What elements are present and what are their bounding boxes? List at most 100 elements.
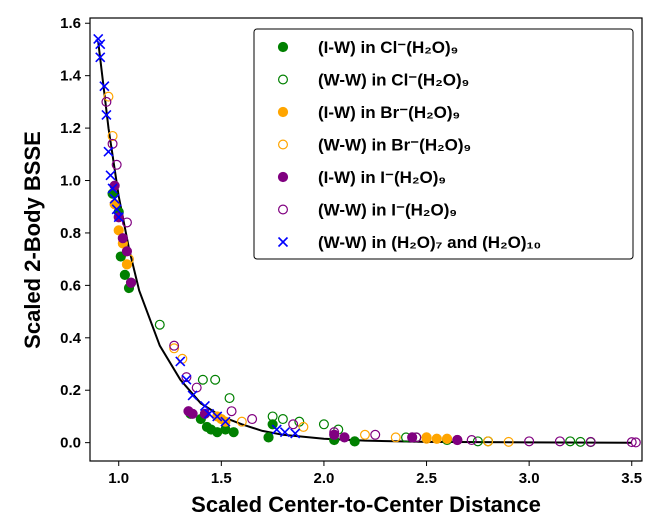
- legend-label: (W-W) in Cl⁻(H₂O)₉: [318, 71, 469, 90]
- data-point: [111, 159, 122, 170]
- data-point: [263, 432, 274, 443]
- legend-marker: [277, 171, 289, 183]
- data-point: [431, 433, 442, 444]
- data-point: [630, 437, 641, 448]
- data-point: [466, 435, 477, 446]
- data-point: [203, 408, 215, 419]
- data-point: [181, 374, 192, 385]
- data-point: [113, 225, 124, 236]
- data-point: [95, 52, 106, 63]
- data-point: [109, 193, 120, 204]
- data-point: [524, 436, 535, 447]
- data-point: [197, 374, 208, 385]
- y-tick-label: 0.0: [60, 435, 81, 452]
- data-point: [125, 277, 137, 288]
- y-tick-label: 0.4: [60, 330, 82, 347]
- y-tick-label: 1.4: [60, 68, 82, 85]
- data-point: [279, 427, 291, 438]
- data-point: [119, 269, 130, 280]
- legend-marker: [278, 204, 289, 215]
- data-point: [226, 406, 237, 417]
- data-point: [288, 419, 299, 430]
- legend-label: (I-W) in Cl⁻(H₂O)₉: [318, 38, 458, 57]
- legend-marker: [277, 236, 289, 248]
- data-point: [575, 436, 586, 447]
- y-tick-label: 1.0: [60, 173, 81, 190]
- plot-frame: [89, 17, 643, 462]
- data-point: [220, 416, 231, 427]
- y-tick-label: 0.2: [60, 382, 81, 399]
- data-point: [107, 183, 118, 194]
- data-point: [121, 217, 132, 228]
- legend-label: (I-W) in Br⁻(H₂O)₉: [318, 103, 460, 122]
- data-point: [441, 433, 453, 444]
- legend-label: (I-W) in I⁻(H₂O)₉: [318, 168, 446, 187]
- data-point: [329, 429, 340, 440]
- data-point: [565, 436, 576, 447]
- x-tick-label: 3.0: [519, 470, 540, 487]
- data-point: [452, 434, 463, 446]
- data-point: [236, 416, 247, 427]
- legend: (I-W) in Cl⁻(H₂O)₉ (W-W) in Cl⁻(H₂O)₉ (I-W…: [253, 28, 634, 260]
- data-point: [169, 343, 180, 354]
- legend-marker: [277, 106, 289, 118]
- data-point: [212, 411, 223, 422]
- x-tick-label: 1.0: [108, 470, 129, 487]
- data-point: [107, 130, 118, 141]
- axis-ticks-layer: 1.0 1.5 2.0 2.5 3.0 3.5 0.0 0.2 0.4 0.6 0.8 1.0 1.2 1…: [60, 15, 642, 487]
- data-point: [93, 33, 104, 45]
- data-point: [407, 432, 418, 443]
- x-tick-label: 2.5: [416, 470, 437, 487]
- data-point: [247, 414, 258, 425]
- data-point: [349, 436, 360, 447]
- data-point: [181, 372, 192, 383]
- data-point: [290, 428, 301, 439]
- x-tick-label: 3.5: [621, 470, 642, 487]
- data-point: [277, 414, 288, 425]
- legend-marker: [278, 74, 289, 85]
- data-point: [271, 424, 282, 435]
- series-6: [93, 33, 301, 439]
- data-point: [359, 429, 370, 440]
- data-point: [472, 436, 483, 447]
- data-point: [169, 340, 180, 351]
- x-tick-label: 1.5: [211, 470, 232, 487]
- data-point: [503, 436, 514, 447]
- data-points-layer: [93, 33, 641, 448]
- legend-marker: [278, 139, 289, 150]
- data-point: [103, 91, 114, 102]
- legend-frame: [253, 28, 634, 260]
- data-point: [117, 233, 128, 244]
- data-point: [626, 437, 637, 448]
- data-point: [199, 400, 210, 412]
- y-tick-label: 1.2: [60, 120, 81, 137]
- data-point: [111, 204, 122, 215]
- legend-label: (W-W) in Br⁻(H₂O)₉: [318, 136, 471, 155]
- data-point: [267, 419, 278, 430]
- y-tick-label: 0.8: [60, 225, 81, 242]
- data-point: [585, 436, 596, 447]
- data-point: [390, 432, 401, 443]
- data-point: [154, 319, 165, 330]
- data-point: [370, 429, 381, 440]
- legend-label: (W-W) in I⁻(H₂O)₉: [318, 201, 457, 220]
- y-tick-label: 1.6: [60, 15, 81, 32]
- data-point: [101, 96, 112, 107]
- data-point: [99, 81, 110, 92]
- data-point: [228, 427, 239, 438]
- data-point: [187, 390, 198, 401]
- data-point: [103, 146, 114, 157]
- legend-label: (W-W) in (H₂O)₇ and (H₂O)₁₀: [318, 233, 541, 252]
- data-point: [210, 374, 221, 385]
- x-tick-label: 2.0: [314, 470, 335, 487]
- y-axis-title: Scaled 2-Body BSSE: [20, 131, 45, 349]
- data-point: [121, 246, 133, 257]
- data-point: [95, 39, 106, 50]
- data-point: [224, 393, 235, 404]
- data-point: [339, 432, 350, 443]
- data-point: [554, 436, 565, 447]
- data-point: [175, 356, 186, 367]
- data-point: [318, 419, 329, 430]
- data-point: [121, 259, 133, 270]
